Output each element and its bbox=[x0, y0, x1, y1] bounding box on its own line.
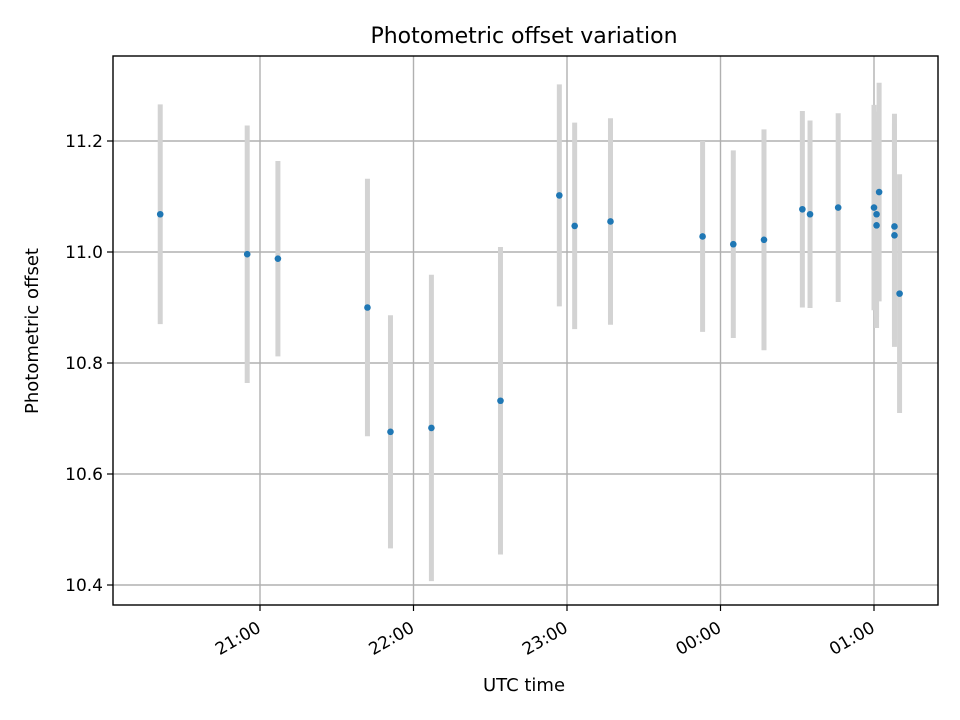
data-point bbox=[497, 397, 504, 405]
data-point bbox=[891, 232, 898, 239]
data-point bbox=[760, 236, 768, 244]
y-axis-label: Photometric offset bbox=[22, 248, 43, 414]
data-point bbox=[571, 222, 578, 230]
data-point bbox=[873, 210, 880, 218]
data-point bbox=[875, 188, 883, 196]
y-tick-label: 10.8 bbox=[65, 354, 103, 374]
data-point bbox=[870, 204, 878, 211]
chart-title: Photometric offset variation bbox=[370, 24, 677, 49]
point-layer bbox=[156, 188, 903, 436]
data-point bbox=[364, 304, 371, 311]
data-point bbox=[896, 290, 903, 297]
data-point bbox=[699, 233, 706, 240]
data-point bbox=[274, 255, 282, 262]
x-axis-label: UTC time bbox=[483, 675, 565, 696]
plot-frame bbox=[112, 55, 939, 606]
data-point bbox=[873, 222, 880, 229]
data-point bbox=[806, 210, 814, 218]
y-tick-label: 10.6 bbox=[65, 465, 103, 485]
data-point bbox=[243, 250, 251, 258]
y-tick-label: 11.2 bbox=[65, 132, 103, 152]
data-point bbox=[799, 205, 806, 213]
data-point bbox=[607, 218, 614, 225]
y-tick-label: 10.4 bbox=[65, 576, 103, 596]
data-point bbox=[891, 223, 898, 230]
data-point bbox=[387, 428, 394, 436]
data-point bbox=[834, 204, 842, 211]
data-point bbox=[428, 424, 435, 432]
y-tick-label: 11.0 bbox=[65, 243, 103, 263]
data-point bbox=[156, 210, 164, 218]
data-point bbox=[556, 192, 563, 199]
data-point bbox=[729, 240, 737, 248]
